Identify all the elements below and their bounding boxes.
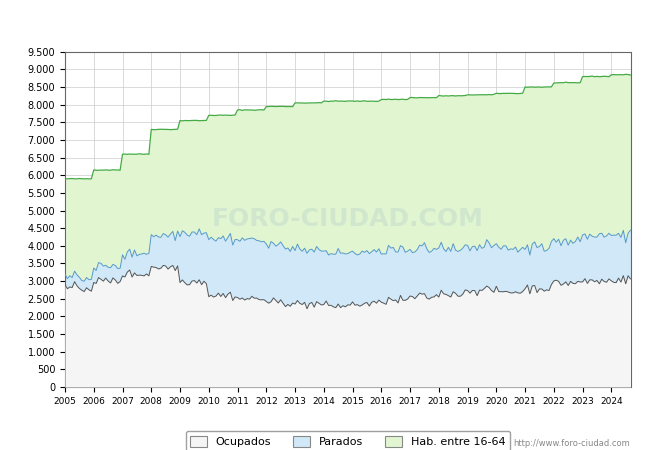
Text: http://www.foro-ciudad.com: http://www.foro-ciudad.com xyxy=(514,439,630,448)
Legend: Ocupados, Parados, Hab. entre 16-64: Ocupados, Parados, Hab. entre 16-64 xyxy=(185,431,510,450)
Text: FORO-CIUDAD.COM: FORO-CIUDAD.COM xyxy=(212,207,484,231)
Text: Guillena - Evolucion de la poblacion en edad de Trabajar Septiembre de 2024: Guillena - Evolucion de la poblacion en … xyxy=(83,17,567,30)
